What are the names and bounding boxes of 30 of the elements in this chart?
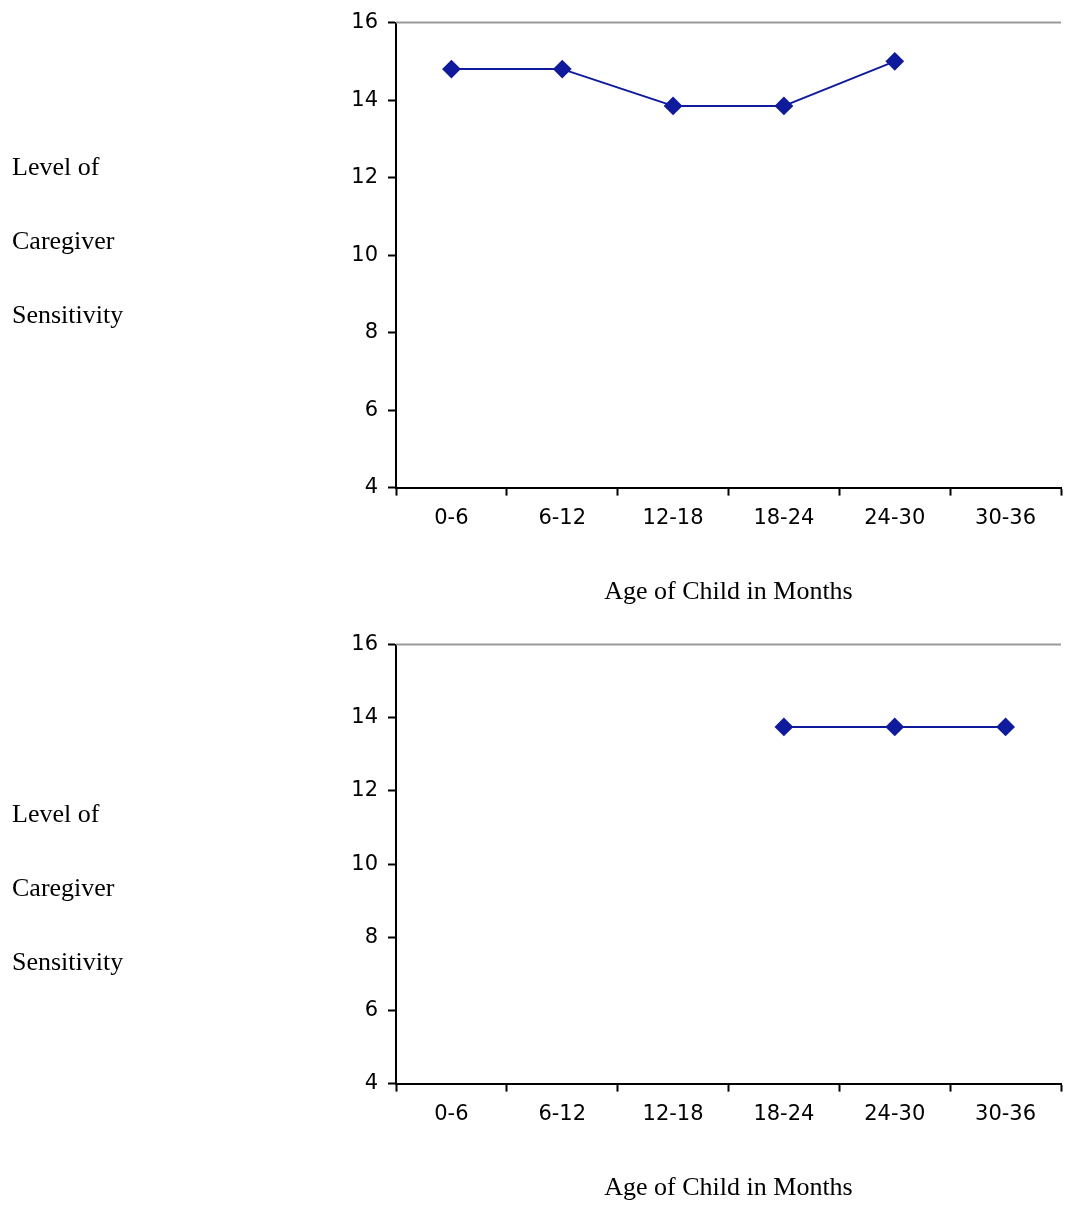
x-tick-label: 0-6 (434, 1100, 469, 1125)
x-tick-label: 6-12 (538, 504, 587, 529)
text: Level of Caregiver Sensitivity (12, 799, 124, 976)
y-tick-label: 10 (351, 850, 378, 875)
y-tick-label: 12 (351, 164, 378, 189)
x-tick-label: 18-24 (753, 504, 815, 529)
y-tick-label: 12 (351, 777, 378, 802)
x-tick-label: 12-18 (642, 1100, 704, 1125)
y-tick-label: 10 (351, 241, 378, 266)
y-tick-label: 6 (364, 996, 378, 1021)
y-tick-label: 8 (364, 319, 378, 344)
y-tick-label: 16 (351, 9, 378, 34)
y-tick-label: 16 (351, 631, 378, 656)
y-tick-label: 6 (364, 396, 378, 421)
text: Level of Caregiver Sensitivity (12, 152, 124, 329)
x-axis-title: Age of Child in Months (604, 1172, 853, 1202)
x-tick-label: 18-24 (753, 1100, 815, 1125)
x-tick-label: 24-30 (864, 1100, 926, 1125)
x-tick-label: 24-30 (864, 504, 926, 529)
x-axis-title: Age of Child in Months (604, 576, 853, 606)
y-tick-label: 14 (351, 704, 378, 729)
y-tick-label: 8 (364, 923, 378, 948)
y-tick-label: 14 (351, 86, 378, 111)
x-tick-label: 30-36 (975, 1100, 1037, 1125)
y-tick-label: 4 (364, 1070, 378, 1095)
x-tick-label: 30-36 (975, 504, 1037, 529)
y-tick-label: 4 (364, 474, 378, 499)
x-tick-label: 12-18 (642, 504, 704, 529)
x-tick-label: 6-12 (538, 1100, 587, 1125)
x-tick-label: 0-6 (434, 504, 469, 529)
